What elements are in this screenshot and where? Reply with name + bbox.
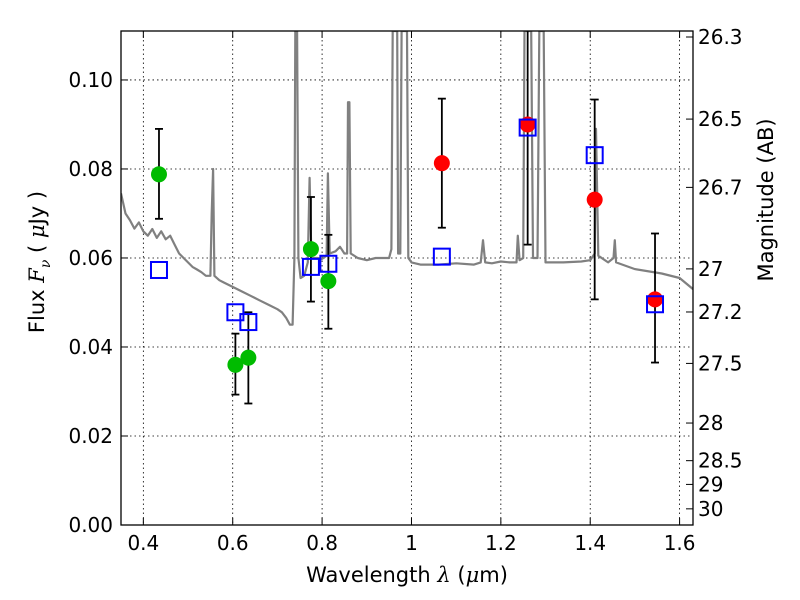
spectrum <box>121 31 693 326</box>
y-tick-label: 0.04 <box>68 335 113 359</box>
red-point <box>586 191 603 208</box>
green-point <box>320 273 337 290</box>
model-box <box>149 260 168 279</box>
y-axis-title: Flux Fν ( μJy ) <box>25 191 54 333</box>
x-tick-label: 0.6 <box>217 531 249 555</box>
y-tick-label: 0.06 <box>68 246 113 270</box>
x-axis-title: Wavelength λ (μm) <box>306 563 508 587</box>
y2-tick-label: 27.5 <box>698 351 743 375</box>
x-tick-label: 0.8 <box>306 531 338 555</box>
y-tick-label: 0.02 <box>68 424 113 448</box>
y2-tick-label: 27 <box>698 257 723 281</box>
y-tick-label: 0.00 <box>68 513 113 537</box>
y-tick-label: 0.10 <box>68 68 113 92</box>
y2-tick-label: 28 <box>698 411 723 435</box>
spectrum-line <box>121 31 693 326</box>
green-point <box>302 241 319 258</box>
x-tick-label: 1 <box>405 531 418 555</box>
model-box <box>239 313 258 332</box>
y2-tick-label: 28.5 <box>698 449 743 473</box>
model-boxes <box>149 118 665 332</box>
red-point <box>647 291 664 308</box>
x-tick-label: 1.6 <box>664 531 696 555</box>
y2-tick-label: 27.2 <box>698 300 743 324</box>
x-tick-label: 0.4 <box>127 531 159 555</box>
model-box <box>646 295 665 314</box>
model-box <box>432 247 451 266</box>
x-tick-label: 1.4 <box>574 531 606 555</box>
x-ticks: 0.4 0.6 0.8 1 1.2 1.4 1.6 <box>127 31 696 555</box>
model-box <box>301 257 320 276</box>
model-box <box>226 303 245 322</box>
green-point <box>240 349 257 366</box>
y-ticks: 0.00 0.02 0.04 0.06 0.08 0.10 <box>68 68 128 537</box>
x-tick-label: 1.2 <box>485 531 517 555</box>
model-box <box>319 254 338 273</box>
plot-frame <box>120 30 694 526</box>
y-tick-label: 0.08 <box>68 157 113 181</box>
model-box <box>585 146 604 165</box>
green-point <box>150 166 167 183</box>
y2-tick-label: 30 <box>698 497 723 521</box>
y2-tick-label: 26.7 <box>698 175 743 199</box>
y2-axis-title: Magnitude (AB) <box>754 118 778 281</box>
y2-tick-label: 29 <box>698 472 723 496</box>
model-box <box>518 118 537 137</box>
y2-tick-label: 26.5 <box>698 107 743 131</box>
green-point <box>227 356 244 373</box>
y2-tick-label: 26.3 <box>698 25 743 49</box>
red-point <box>433 155 450 172</box>
